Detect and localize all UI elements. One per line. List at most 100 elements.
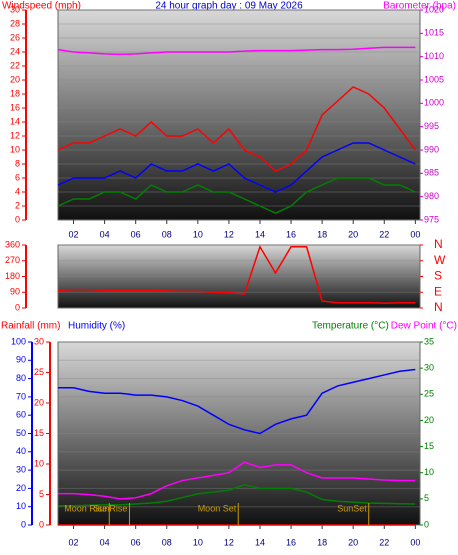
y2-tick-label: 1000 [424, 98, 444, 108]
y2-tick-label: 1015 [424, 28, 444, 38]
y-tick-label: 25 [34, 367, 44, 377]
axis-label: Windspeed (mph) [2, 1, 81, 12]
x-tick-label: 00 [410, 537, 420, 547]
y2-tick-label: E [434, 284, 442, 298]
y-tick-label: 28 [10, 18, 20, 28]
plot-area [57, 9, 421, 221]
y-tick-label: 30 [34, 336, 44, 346]
y2-tick-label: 35 [424, 336, 434, 346]
x-tick-label: 06 [131, 229, 141, 239]
y2-tick-label: 15 [424, 441, 434, 451]
x-tick-label: 12 [224, 229, 234, 239]
y-tick-label: 0 [15, 302, 20, 312]
y-tick-label: 360 [5, 239, 20, 249]
y-tick-label: 0 [39, 519, 44, 529]
series-line [57, 86, 416, 172]
y2-tick-label: W [434, 253, 446, 267]
x-tick-label: 10 [193, 229, 203, 239]
x-tick-label: 22 [379, 537, 389, 547]
x-tick-label: 10 [193, 537, 203, 547]
y2-tick-label: S [434, 269, 442, 283]
x-tick-label: 20 [348, 229, 358, 239]
y-tick-label: 8 [15, 158, 20, 168]
y-tick-label: 22 [10, 60, 20, 70]
y2-tick-label: 5 [424, 493, 429, 503]
series-line [57, 46, 416, 56]
y-tick-label: 30 [10, 4, 20, 14]
y-tick-label: 5 [39, 489, 44, 499]
y2-tick-label: 0 [424, 519, 429, 529]
x-tick-label: 12 [224, 537, 234, 547]
annotation-label: SunSet [337, 503, 367, 513]
x-tick-label: 14 [255, 229, 265, 239]
y-tick-label: 14 [10, 116, 20, 126]
y-tick-label: 6 [15, 172, 20, 182]
y-tick-label: 70 [16, 391, 26, 401]
y2-tick-label: 990 [424, 144, 439, 154]
y-tick-label: 18 [10, 88, 20, 98]
y2-tick-label: 30 [424, 363, 434, 373]
y-tick-label: 0 [21, 519, 26, 529]
series-line [57, 177, 416, 214]
y-tick-label: 2 [15, 200, 20, 210]
y2-tick-label: 25 [424, 389, 434, 399]
y2-tick-label: 1005 [424, 74, 444, 84]
x-tick-label: 06 [131, 537, 141, 547]
y2-tick-label: 1010 [424, 51, 444, 61]
y2-tick-label: 995 [424, 121, 439, 131]
y-tick-label: 270 [5, 255, 20, 265]
x-tick-label: 08 [162, 229, 172, 239]
plot-area [57, 341, 421, 526]
x-tick-label: 16 [286, 537, 296, 547]
x-tick-label: 00 [410, 229, 420, 239]
plot-area [57, 244, 421, 309]
y-tick-label: 0 [15, 214, 20, 224]
x-tick-label: 02 [69, 537, 79, 547]
x-tick-label: 08 [162, 537, 172, 547]
y-tick-label: 90 [10, 287, 20, 297]
x-tick-label: 22 [379, 229, 389, 239]
y-tick-label: 80 [16, 373, 26, 383]
y2-tick-label: N [434, 300, 443, 314]
x-tick-label: 20 [348, 537, 358, 547]
x-tick-label: 18 [317, 537, 327, 547]
y-tick-label: 100 [11, 336, 26, 346]
y-tick-label: 10 [34, 458, 44, 468]
x-tick-label: 16 [286, 229, 296, 239]
series-line [58, 483, 416, 507]
series-line [57, 142, 416, 193]
y-tick-label: 12 [10, 130, 20, 140]
series-line [58, 368, 416, 435]
annotation-label: SunRise [93, 503, 127, 513]
y-tick-label: 60 [16, 410, 26, 420]
x-tick-label: 04 [100, 537, 110, 547]
y-tick-label: 15 [34, 428, 44, 438]
y-tick-label: 10 [16, 501, 26, 511]
x-tick-label: 18 [317, 229, 327, 239]
y2-tick-label: 20 [424, 415, 434, 425]
y2-tick-label: 10 [424, 467, 434, 477]
y-tick-label: 16 [10, 102, 20, 112]
y2-tick-label: N [434, 237, 443, 251]
axis-label: Barometer (hpa) [383, 1, 456, 12]
annotation-label: Moon Rise [64, 503, 107, 513]
series-line [58, 461, 416, 500]
y-tick-label: 180 [5, 271, 20, 281]
y-tick-label: 10 [10, 144, 20, 154]
title: 24 hour graph day : 09 May 2026 [155, 1, 303, 12]
y2-tick-label: 975 [424, 214, 439, 224]
y2-tick-label: 985 [424, 168, 439, 178]
series-line [57, 244, 416, 304]
x-tick-label: 02 [69, 229, 79, 239]
axis-label: Dew Point (°C) [391, 321, 457, 332]
x-tick-label: 14 [255, 537, 265, 547]
y-tick-label: 20 [10, 74, 20, 84]
y2-tick-label: 1020 [424, 4, 444, 14]
y2-tick-label: 980 [424, 191, 439, 201]
y-tick-label: 50 [16, 428, 26, 438]
axis-label: Temperature (°C) [312, 321, 389, 332]
y-tick-label: 24 [10, 46, 20, 56]
y-tick-label: 30 [16, 464, 26, 474]
y-tick-label: 26 [10, 32, 20, 42]
